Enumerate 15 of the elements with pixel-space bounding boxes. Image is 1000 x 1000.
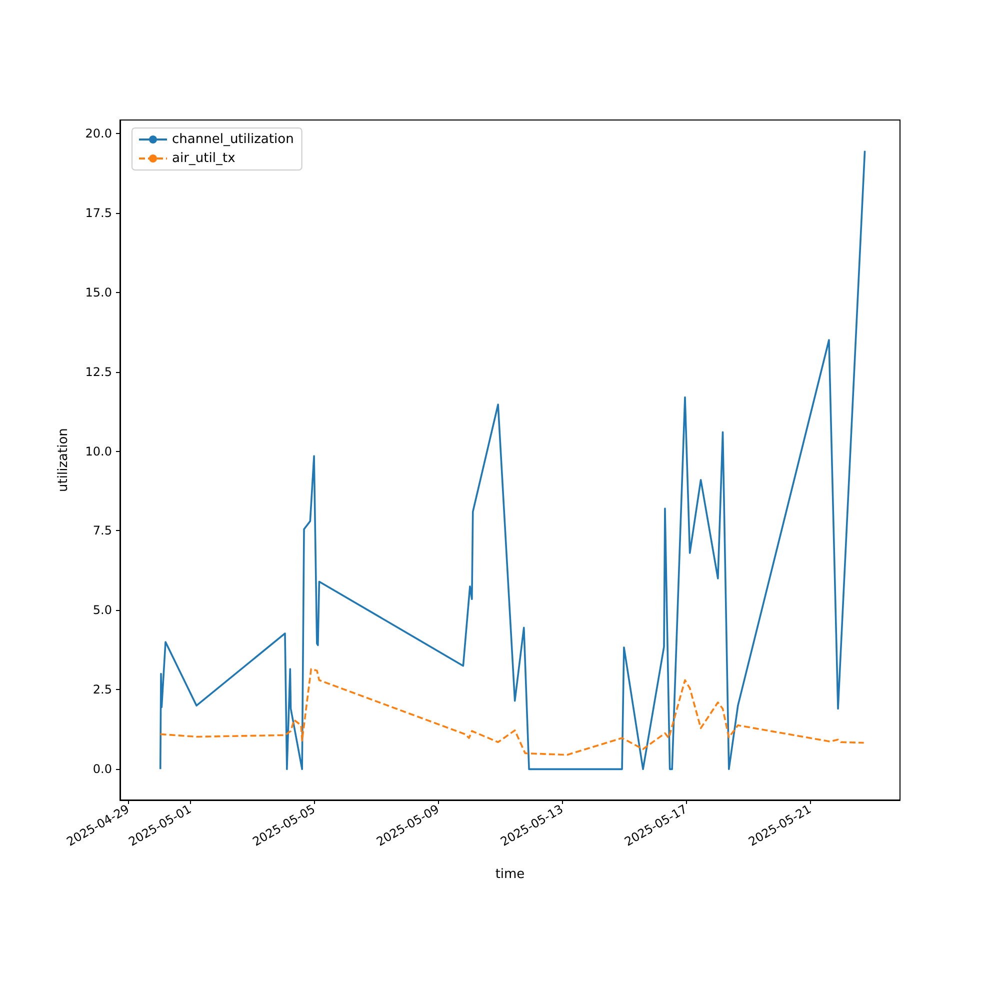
y-tick-label: 5.0: [92, 603, 112, 618]
legend-label: air_util_tx: [172, 151, 236, 166]
y-tick-label: 20.0: [85, 126, 112, 140]
y-tick-label: 7.5: [92, 524, 112, 538]
y-tick-label: 17.5: [85, 206, 112, 220]
y-tick-label: 2.5: [92, 682, 112, 697]
y-tick-label: 12.5: [85, 364, 112, 379]
y-tick-label: 0.0: [92, 762, 112, 776]
y-tick-label: 15.0: [85, 285, 112, 300]
line-series: [159, 668, 865, 756]
y-tick-label: 10.0: [85, 444, 112, 458]
y-axis-title: utilization: [56, 428, 71, 492]
legend-label: channel_utilization: [172, 132, 294, 147]
line-series: [159, 150, 866, 770]
x-axis-title: time: [495, 867, 525, 882]
